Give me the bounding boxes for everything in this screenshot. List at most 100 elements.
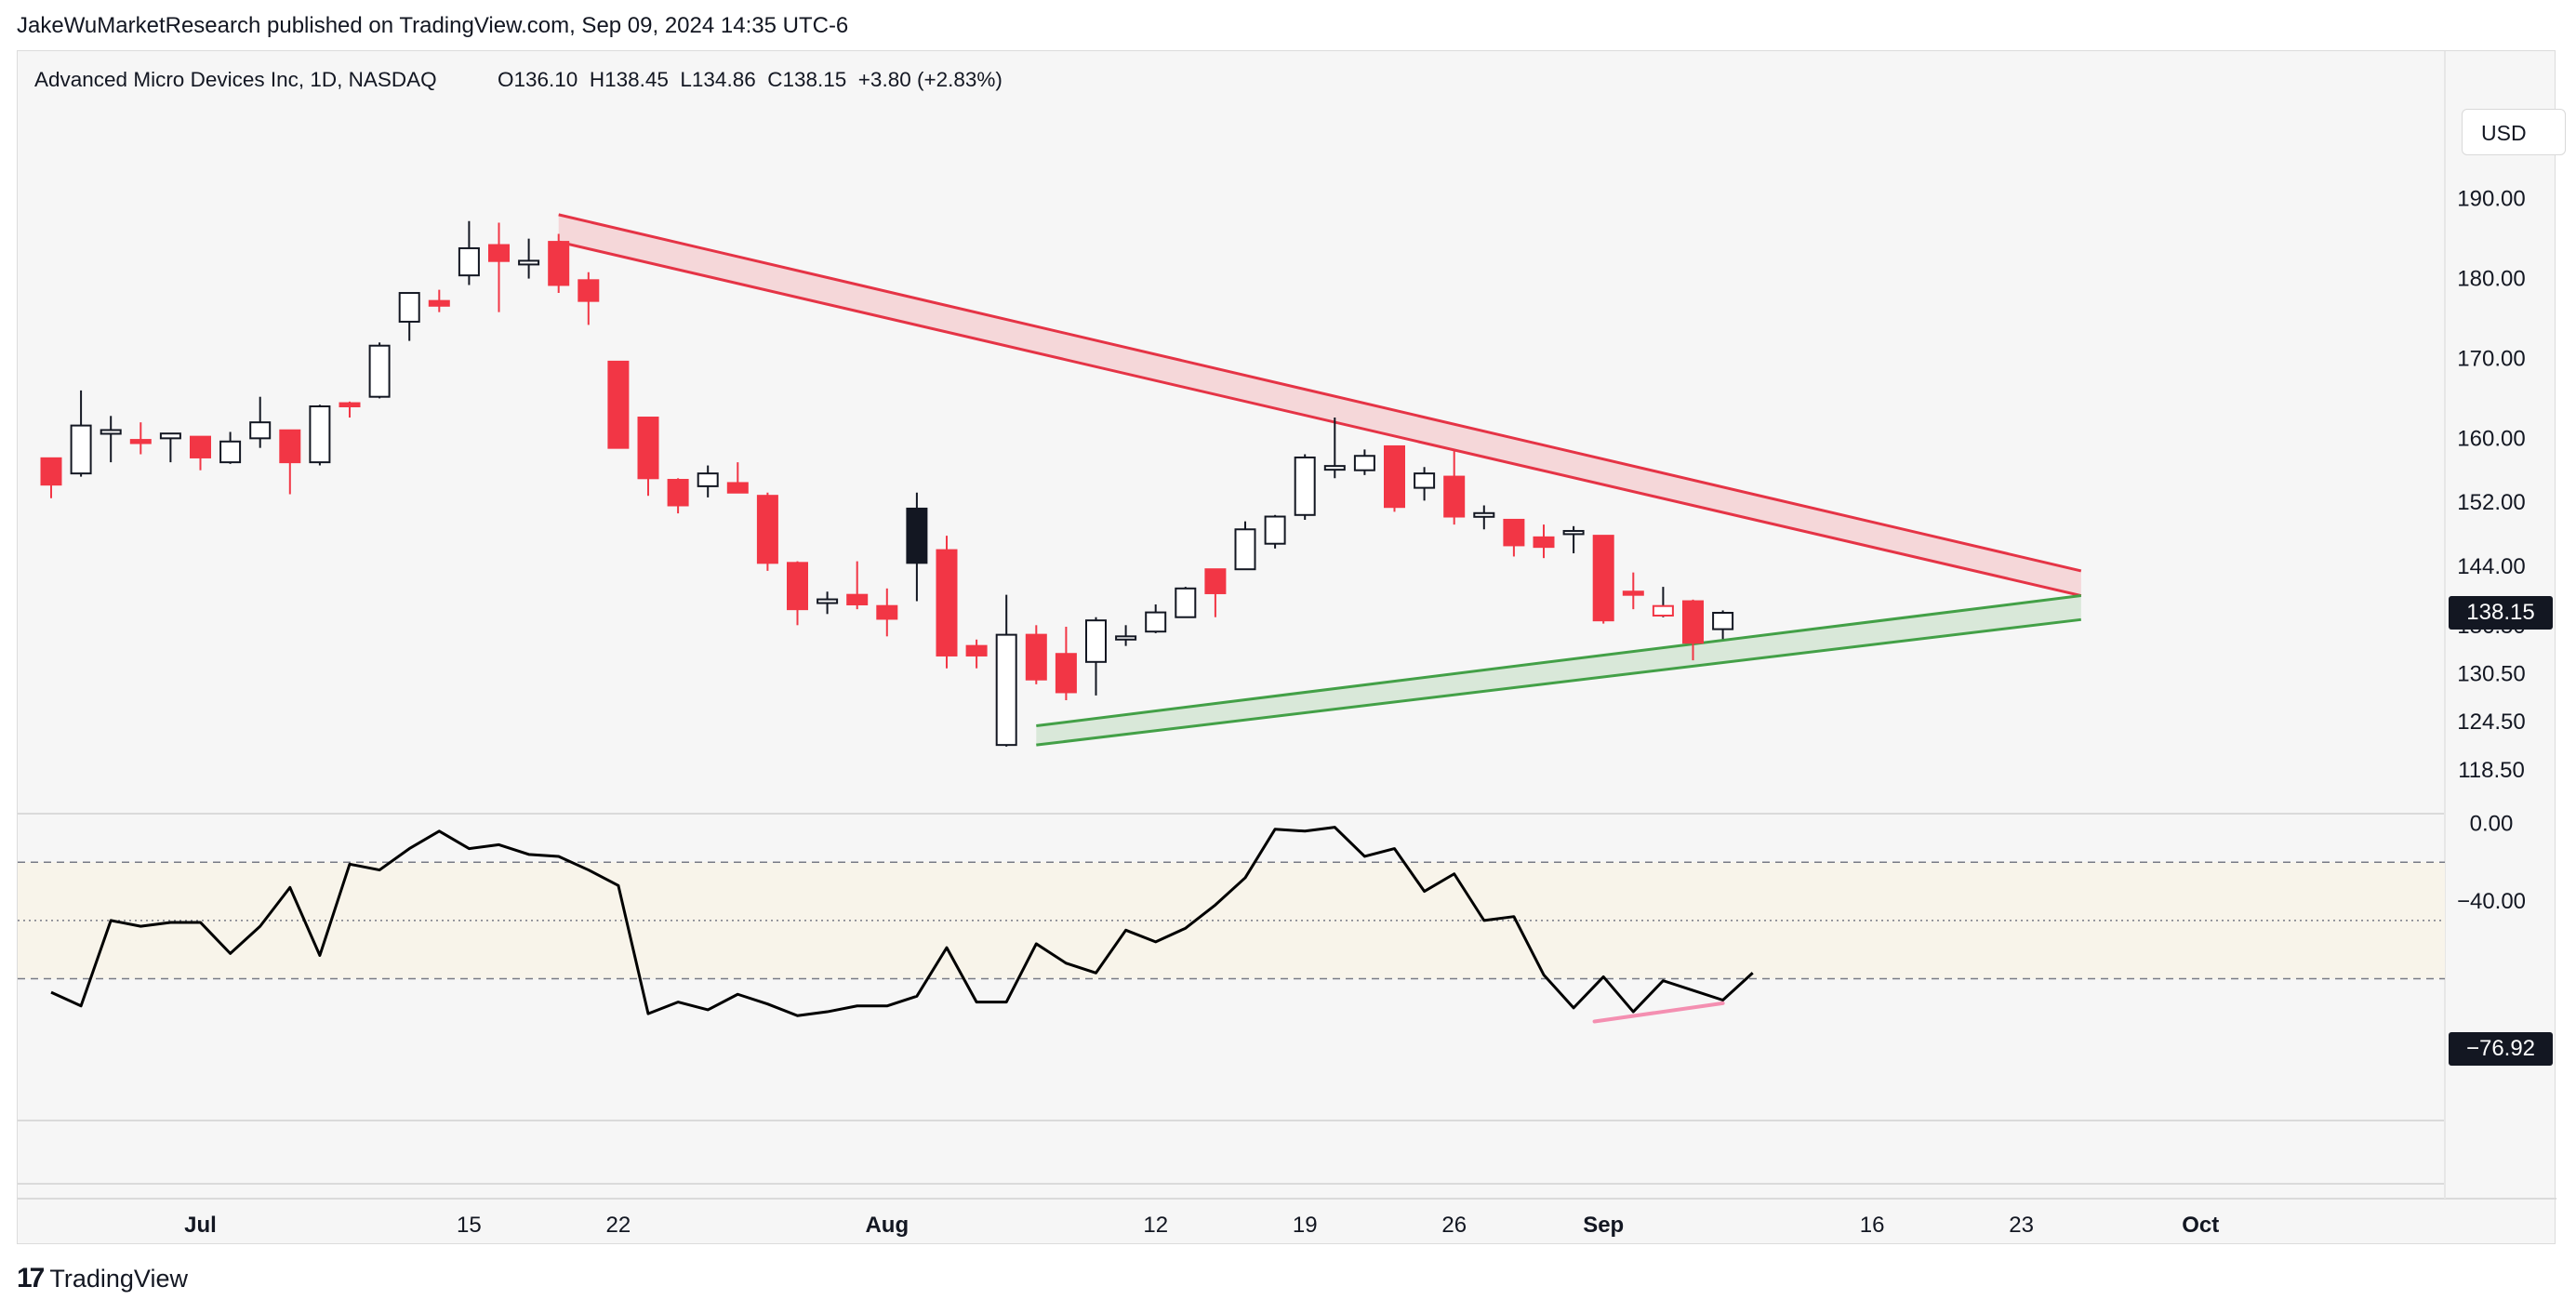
candle [1234, 521, 1256, 571]
candle-body [876, 604, 898, 620]
time-axis-tick-label: Sep [1583, 1213, 1624, 1238]
candle-body [1085, 619, 1107, 663]
candle-body [219, 440, 242, 464]
candle-body [578, 279, 600, 302]
resistance-lower-line[interactable] [558, 240, 2082, 598]
candle-body [1384, 444, 1405, 509]
candle-body [1264, 515, 1286, 545]
candle [906, 492, 928, 602]
candle-body [936, 549, 958, 656]
candle [1652, 587, 1674, 617]
candle [607, 360, 630, 449]
time-axis-tick-label: 26 [1441, 1213, 1467, 1238]
candle-body [428, 299, 450, 307]
tradingview-logo-text: TradingView [49, 1264, 188, 1293]
oscillator [50, 826, 1754, 1024]
candle-body [1503, 518, 1525, 547]
candle-body [190, 435, 211, 458]
candle [1473, 505, 1495, 530]
candle-body [249, 421, 272, 440]
candle [1085, 617, 1107, 696]
resistance-upper-line[interactable] [558, 213, 2082, 573]
candle [965, 639, 988, 669]
candle-body [637, 417, 659, 480]
candle-body [1443, 475, 1466, 518]
candle-body [817, 598, 839, 604]
candle-body [1533, 536, 1555, 549]
candle [1025, 625, 1047, 684]
candle [249, 396, 272, 448]
price-axis-tick-label: 170.00 [2457, 346, 2525, 371]
separators [18, 51, 2556, 1200]
candle-body [1473, 511, 1495, 518]
candle [846, 561, 869, 610]
candle [279, 429, 301, 495]
candle [637, 417, 659, 497]
candle-body [1175, 587, 1197, 618]
price-axis-tick-label: 124.50 [2457, 710, 2525, 735]
candle [1175, 587, 1197, 618]
candle-body [548, 241, 570, 286]
candle-body [787, 562, 808, 611]
candle [309, 405, 331, 466]
trendline-channels [558, 213, 2082, 747]
price-axis-tick-label: 130.50 [2457, 662, 2525, 687]
candle-body [1025, 633, 1047, 681]
support-channel-fill [1036, 595, 2081, 746]
oscillator-line[interactable] [50, 826, 1754, 1017]
price-axis-tick-label: 152.00 [2457, 490, 2525, 515]
candle-body [458, 246, 480, 277]
chart-canvas[interactable]: 190.00180.00170.00160.00152.00144.00136.… [18, 51, 2556, 1245]
candle-body [1204, 568, 1227, 594]
candle [368, 342, 391, 399]
candle [1145, 603, 1167, 633]
price-axis-tick-label: 144.00 [2457, 554, 2525, 579]
legend-symbol: Advanced Micro Devices Inc, 1D, NASDAQ [34, 68, 437, 91]
candle-body [368, 344, 391, 398]
candle [428, 289, 450, 312]
price-axis-tick-label: 190.00 [2457, 187, 2525, 212]
candle-body [1145, 611, 1167, 633]
candle [787, 561, 808, 626]
time-axis-tick-label: 19 [1293, 1213, 1318, 1238]
candle [1323, 418, 1346, 479]
candle [339, 401, 361, 418]
candle [1682, 599, 1704, 661]
candle-body [279, 429, 301, 464]
currency-button[interactable]: USD [2462, 109, 2566, 155]
candle-body [70, 424, 92, 475]
time-axis-tick-label: 15 [457, 1213, 482, 1238]
candle [548, 233, 570, 294]
candle-body [309, 405, 331, 464]
candle [1353, 449, 1375, 475]
last-price-badge: 138.15 [2449, 596, 2553, 630]
candle [1562, 525, 1585, 554]
candle-body [607, 360, 630, 449]
candle [1384, 444, 1405, 512]
candles [40, 220, 1734, 747]
candle [1055, 627, 1077, 701]
candle [398, 292, 420, 341]
support-upper-line[interactable] [1036, 594, 2081, 728]
candle-body [697, 472, 719, 487]
legend-ohlc: O136.10 H138.45 L134.86 C138.15 +3.80 (+… [498, 68, 1003, 91]
divergence-line[interactable] [1592, 1001, 1725, 1024]
tradingview-logo-mark: 17 [17, 1263, 45, 1293]
candle [726, 462, 749, 494]
candle [817, 591, 839, 615]
time-axis-tick-label: Jul [184, 1213, 217, 1238]
oscillator-band [18, 861, 2445, 980]
candle-body [965, 644, 988, 656]
candle [1443, 451, 1466, 525]
time-axis-tick-label: Aug [865, 1213, 909, 1238]
candle [219, 431, 242, 464]
candle-body [667, 479, 689, 507]
candle [1712, 610, 1734, 640]
candle-body [1652, 604, 1674, 617]
candle-body [100, 429, 122, 435]
support-lower-line[interactable] [1036, 617, 2081, 747]
candle [1414, 467, 1436, 501]
candle [1533, 524, 1555, 559]
tradingview-logo[interactable]: 17 TradingView [17, 1263, 188, 1294]
time-axis-tick-label: 22 [606, 1213, 631, 1238]
